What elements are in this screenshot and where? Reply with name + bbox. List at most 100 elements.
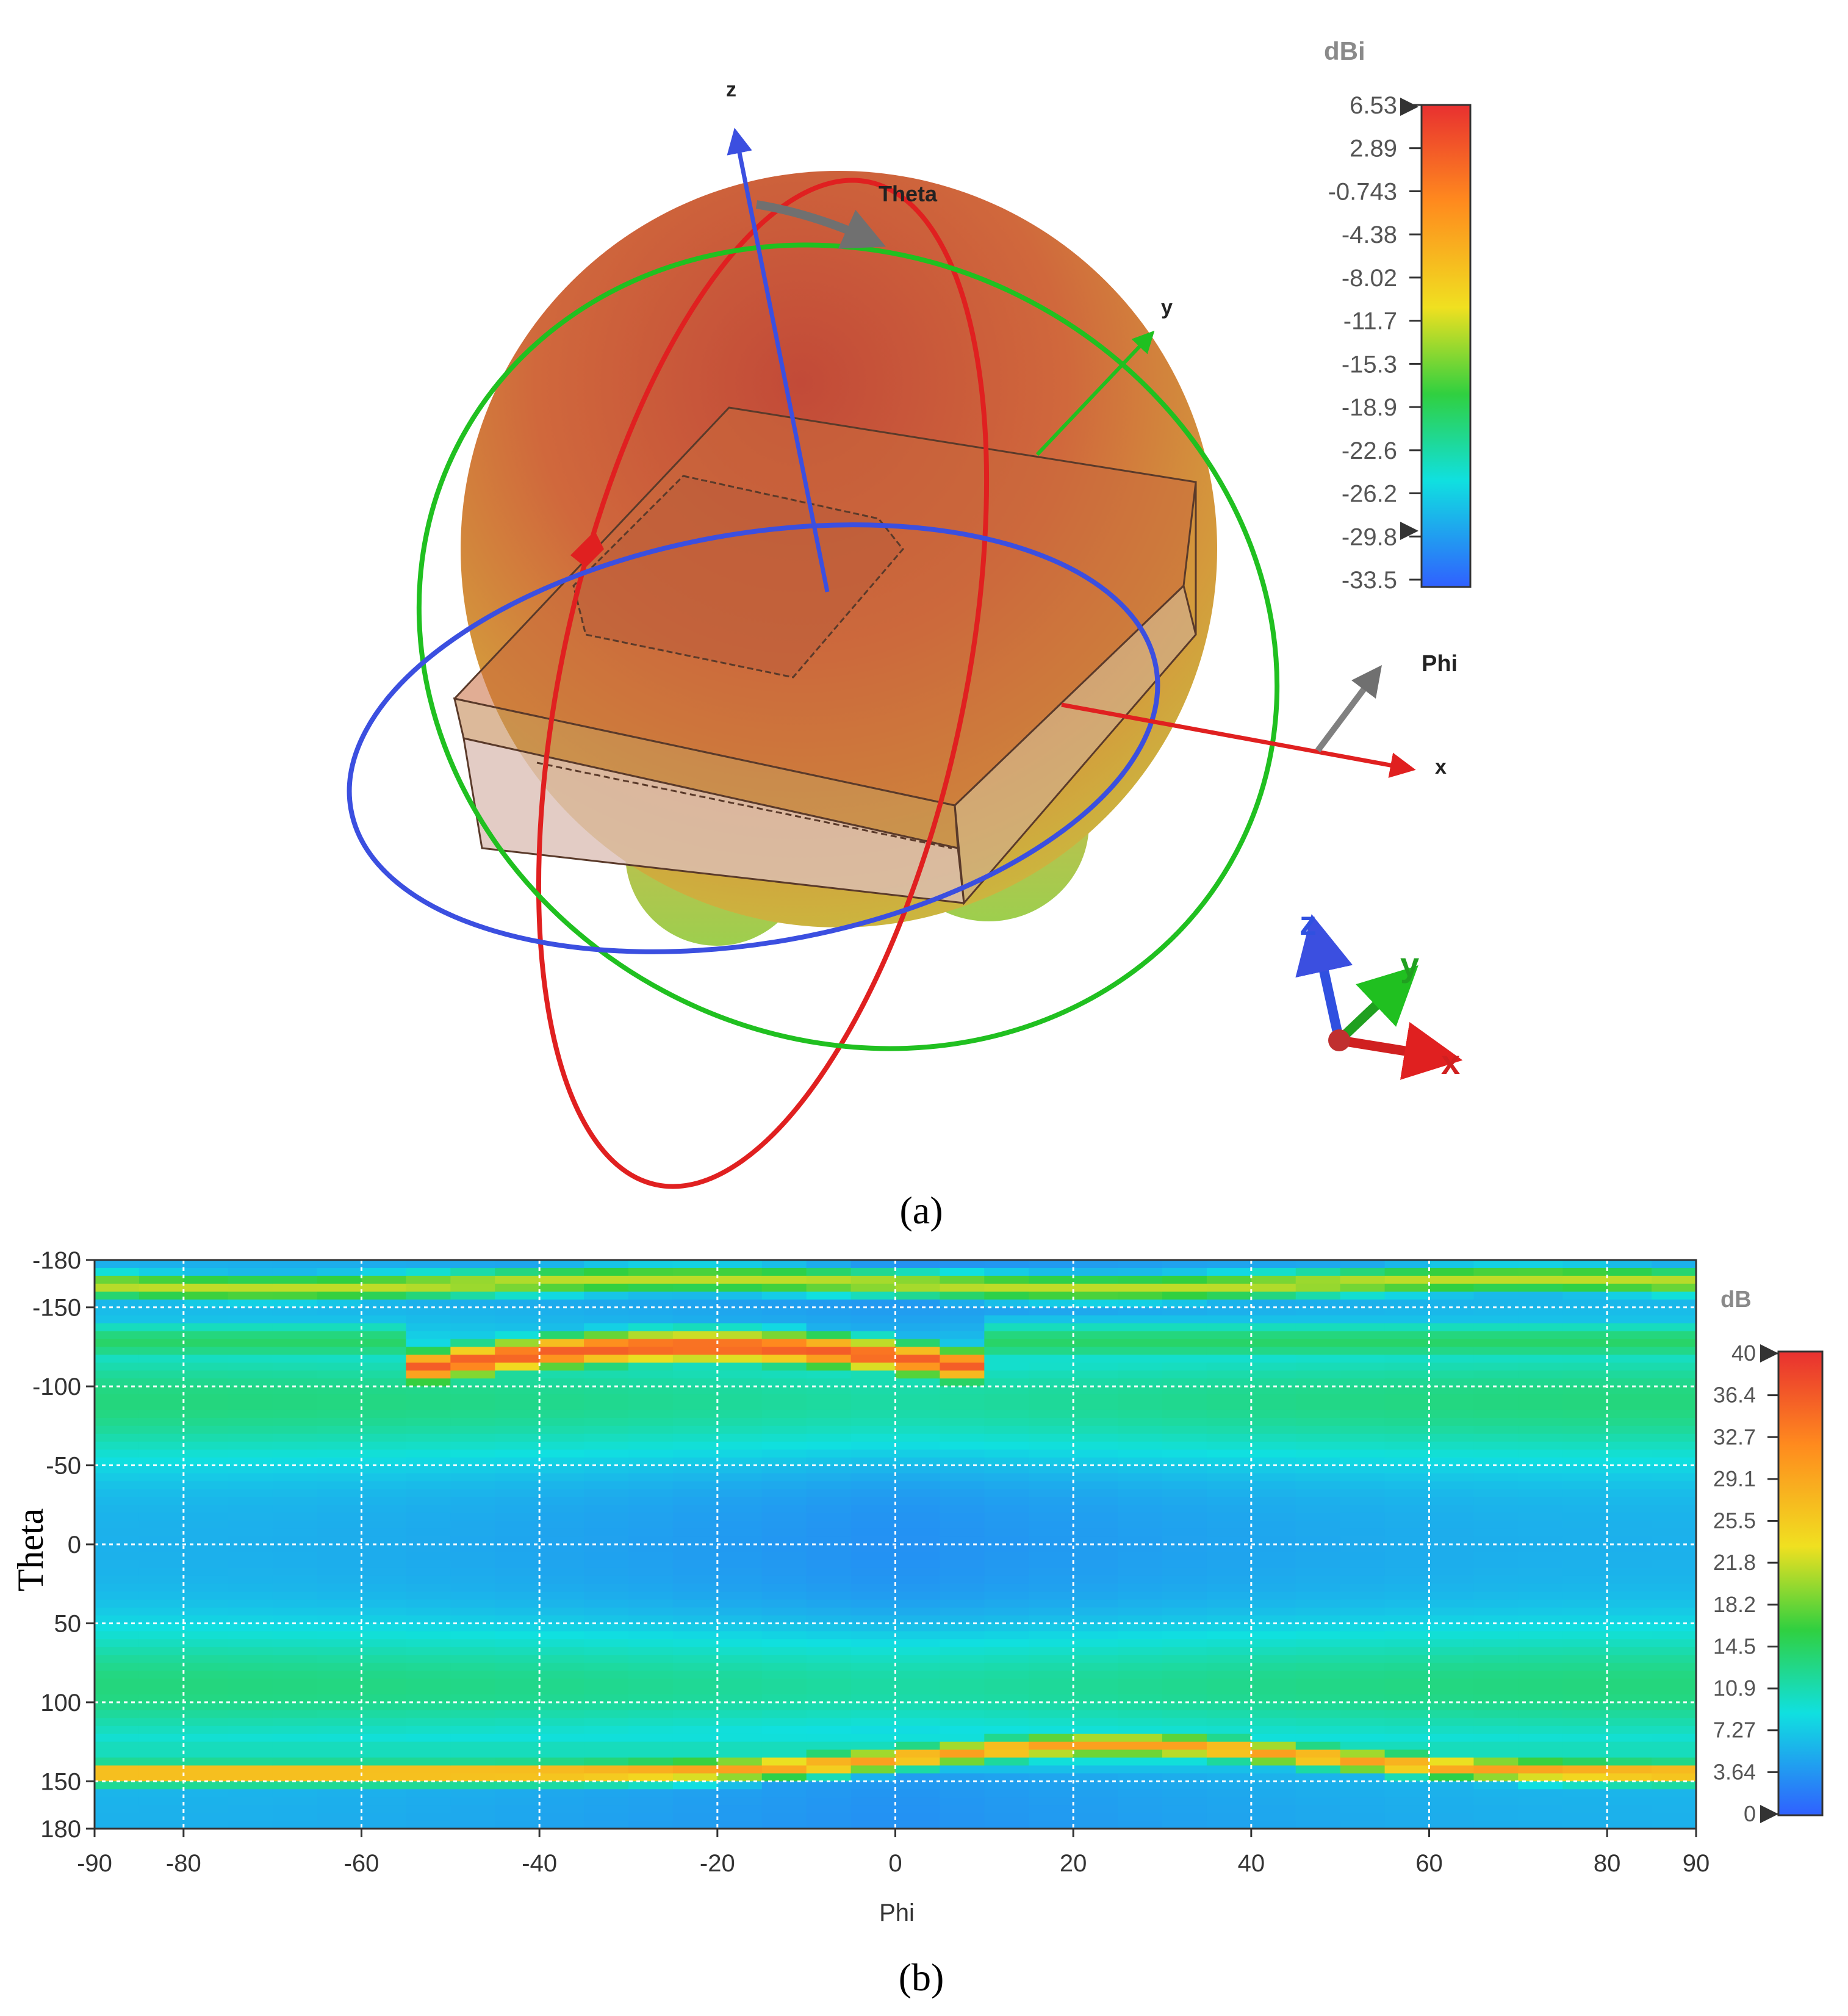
- heatmap-cell: [272, 1702, 318, 1711]
- heatmap-cell: [1429, 1291, 1475, 1300]
- heatmap-cell: [984, 1663, 1029, 1671]
- heatmap-cell: [183, 1733, 229, 1743]
- heatmap-cell: [984, 1339, 1029, 1347]
- heatmap-cell: [1384, 1505, 1430, 1513]
- heatmap-cell: [940, 1347, 985, 1355]
- heatmap-cell: [584, 1544, 629, 1553]
- heatmap-cell: [406, 1710, 451, 1719]
- heatmap-cell: [183, 1821, 229, 1829]
- heatmap-cell: [850, 1528, 896, 1537]
- heatmap-cell: [1162, 1473, 1207, 1482]
- heatmap-cell: [138, 1733, 184, 1743]
- heatmap-cell: [1340, 1552, 1386, 1561]
- heatmap-cell: [895, 1710, 941, 1719]
- heatmap-cell: [984, 1370, 1029, 1379]
- heatmap-cell: [984, 1655, 1029, 1663]
- colorbar-b-tick-label: 3.64: [1713, 1759, 1756, 1784]
- heatmap-cell: [1206, 1528, 1252, 1537]
- heatmap-cell: [1607, 1465, 1652, 1474]
- heatmap-cell: [1073, 1741, 1118, 1751]
- heatmap-cell: [1251, 1710, 1296, 1719]
- heatmap-cell: [761, 1347, 807, 1355]
- heatmap-cell: [1607, 1315, 1652, 1324]
- heatmap-cell: [1473, 1623, 1519, 1632]
- heatmap-cell: [1562, 1702, 1608, 1711]
- heatmap-cell: [1429, 1521, 1475, 1529]
- heatmap-cell: [1652, 1291, 1697, 1300]
- heatmap-cell: [228, 1275, 273, 1284]
- heatmap-cell: [406, 1536, 451, 1545]
- heatmap-cell: [317, 1473, 362, 1482]
- heatmap-cell: [539, 1765, 584, 1774]
- heatmap-cell: [539, 1441, 584, 1450]
- heatmap-cell: [1518, 1267, 1563, 1276]
- heatmap-cell: [1518, 1275, 1563, 1284]
- heatmap-cell: [1206, 1687, 1252, 1695]
- heatmap-cell: [806, 1370, 852, 1379]
- heatmap-cell: [361, 1489, 407, 1497]
- colorbar-a-tick-label: -11.7: [1343, 308, 1397, 335]
- heatmap-cell: [138, 1726, 184, 1735]
- heatmap-cell: [584, 1552, 629, 1561]
- heatmap-cell: [1029, 1733, 1074, 1743]
- heatmap-cell: [1295, 1417, 1341, 1427]
- heatmap-cell: [1251, 1505, 1296, 1513]
- heatmap-cell: [228, 1765, 273, 1774]
- heatmap-cell: [1473, 1821, 1519, 1829]
- heatmap-cell: [761, 1386, 807, 1395]
- heatmap-cell: [672, 1355, 718, 1363]
- phi-label: Phi: [1422, 651, 1458, 677]
- heatmap-cell: [183, 1639, 229, 1647]
- heatmap-cell: [539, 1473, 584, 1482]
- heatmap-cell: [272, 1615, 318, 1624]
- heatmap-cell: [584, 1409, 629, 1419]
- heatmap-cell: [761, 1552, 807, 1561]
- heatmap-cell: [450, 1536, 495, 1545]
- heatmap-cell: [138, 1481, 184, 1489]
- heatmap-cell: [1251, 1299, 1296, 1308]
- heatmap-cell: [1295, 1773, 1341, 1782]
- heatmap-cell: [183, 1568, 229, 1577]
- heatmap-cell: [183, 1339, 229, 1347]
- heatmap-cell: [1073, 1781, 1118, 1790]
- heatmap-cell: [1162, 1513, 1207, 1521]
- heatmap-cell: [450, 1805, 495, 1813]
- heatmap-cell: [1473, 1331, 1519, 1340]
- heatmap-gridlines: [95, 1260, 1696, 1829]
- heatmap-cell: [1562, 1513, 1608, 1521]
- heatmap-cell: [628, 1497, 674, 1505]
- heatmap-cell: [672, 1583, 718, 1593]
- heatmap-cell: [717, 1363, 763, 1371]
- heatmap-cell: [628, 1757, 674, 1766]
- heatmap-cell: [1384, 1639, 1430, 1647]
- heatmap-cell: [1652, 1639, 1697, 1647]
- heatmap-cell: [628, 1433, 674, 1442]
- heatmap-cell: [183, 1425, 229, 1435]
- heatmap-cell: [1251, 1409, 1296, 1419]
- heatmap-cell: [1562, 1615, 1608, 1624]
- heatmap-cell: [317, 1591, 362, 1600]
- heatmap-cell: [1607, 1671, 1652, 1679]
- heatmap-cell: [584, 1726, 629, 1735]
- heatmap-cell: [1118, 1631, 1163, 1640]
- heatmap-cell: [228, 1409, 273, 1419]
- heatmap-cell: [850, 1497, 896, 1505]
- heatmap-cell: [495, 1363, 540, 1371]
- heatmap-cell: [495, 1307, 540, 1316]
- heatmap-cell: [1073, 1275, 1118, 1284]
- heatmap-cell: [1340, 1671, 1386, 1679]
- heatmap-cell: [95, 1607, 140, 1616]
- heatmap-cell: [361, 1568, 407, 1577]
- heatmap-cell: [672, 1339, 718, 1347]
- heatmap-cell: [228, 1568, 273, 1577]
- heatmap-cell: [495, 1394, 540, 1403]
- heatmap-cell: [1384, 1363, 1430, 1371]
- heatmap-cell: [850, 1386, 896, 1395]
- heatmap-cell: [1118, 1757, 1163, 1766]
- heatmap-cell: [1162, 1521, 1207, 1529]
- heatmap-cell: [940, 1536, 985, 1545]
- heatmap-cell: [895, 1505, 941, 1513]
- heatmap-cell: [806, 1813, 852, 1821]
- heatmap-cell: [1118, 1647, 1163, 1655]
- heatmap-cell: [406, 1726, 451, 1735]
